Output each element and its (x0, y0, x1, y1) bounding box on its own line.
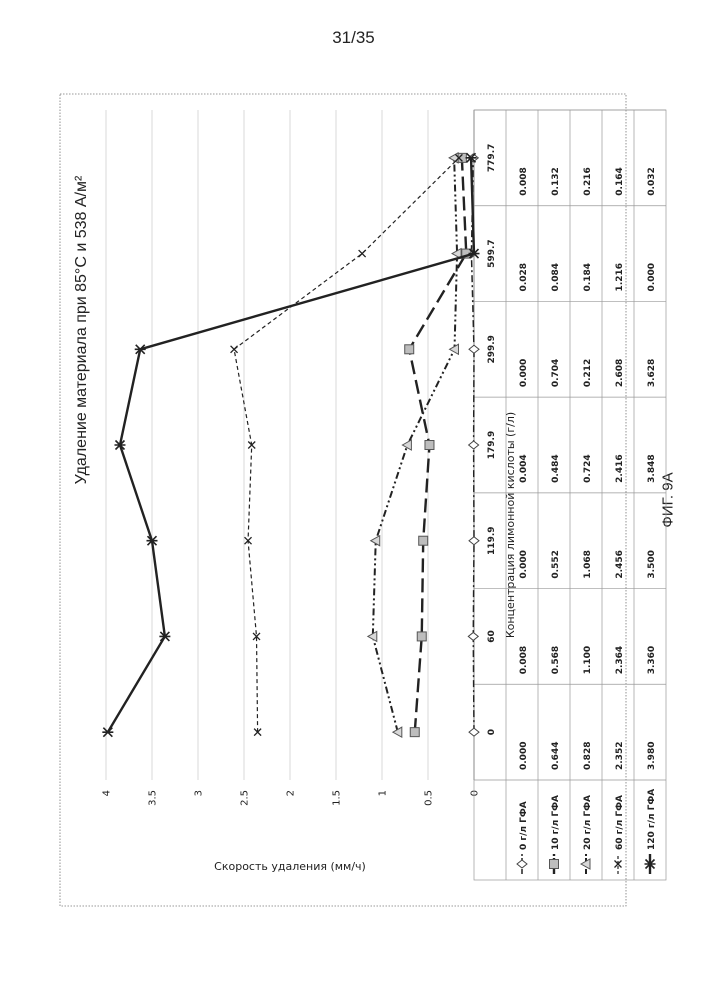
y-tick-label: 1 (378, 790, 389, 796)
data-table-cell: 2.364 (615, 646, 625, 674)
grid: 0 0.5 1 1.5 2 2.5 3 3.5 4 (102, 110, 481, 806)
data-table-cell: 0.084 (551, 263, 561, 291)
x-tick-label: 179.9 (487, 431, 497, 459)
x-tick-label: 299.9 (487, 335, 497, 363)
data-table-cell: 1.216 (615, 263, 625, 291)
data-table-cell: 0.552 (551, 550, 561, 578)
data-table-cell: 1.068 (583, 550, 593, 578)
chart-border (60, 94, 626, 906)
data-table-cell: 3.500 (647, 550, 657, 578)
series-marker-0 (468, 632, 478, 640)
series-line-120 (108, 158, 474, 732)
series-marker-20 (402, 440, 411, 450)
series-layer (102, 153, 479, 737)
data-table: 0 60 119.9 179.9 299.9 599.7 779.7 0 г/л ГФА 0.0… (474, 110, 666, 880)
data-table-cell: 0.008 (519, 167, 529, 195)
data-table-cell: 0.828 (583, 742, 593, 770)
data-table-cell: 0.644 (551, 742, 561, 770)
data-table-cell: 2.608 (615, 359, 625, 387)
data-table-cell: 0.008 (519, 646, 529, 674)
data-table-cell: 0.184 (583, 263, 593, 291)
series-marker-0 (469, 537, 479, 545)
y-tick-label: 4 (102, 790, 113, 796)
legend-key-marker (517, 860, 527, 868)
data-table-cell: 0.004 (519, 454, 529, 482)
chart-title: Удаление материала при 85°С и 538 А/м² (73, 175, 90, 484)
series-marker-120 (102, 728, 113, 737)
plot-area: 0 0.5 1 1.5 2 2.5 3 3.5 4 0 60 119.9 179.9 299.9 599.… (73, 110, 666, 880)
data-table-cell: 2.416 (615, 454, 625, 482)
x-tick-label: 119.9 (487, 526, 497, 554)
data-table-cell: 0.132 (551, 167, 561, 195)
series-marker-0 (469, 441, 479, 449)
data-table-cell: 0.216 (583, 167, 593, 195)
legend-label: 20 г/л ГФА (583, 795, 593, 850)
data-table-cell: 0.000 (519, 359, 529, 387)
legend-key-marker (550, 860, 559, 869)
data-table-cell: 3.848 (647, 454, 657, 482)
y-tick-label: 0 (470, 790, 481, 796)
y-tick-label: 3 (194, 790, 205, 796)
series-marker-10 (417, 632, 426, 641)
data-table-cell: 0.000 (519, 742, 529, 770)
legend-label: 120 г/л ГФА (647, 789, 657, 850)
data-table-cell: 1.100 (583, 646, 593, 674)
data-table-cell: 0.000 (647, 263, 657, 291)
series-marker-10 (410, 728, 419, 737)
data-table-cell: 2.352 (615, 742, 625, 770)
x-tick-label: 599.7 (487, 239, 497, 267)
series-line-10 (409, 158, 466, 732)
data-table-cell: 3.360 (647, 646, 657, 674)
x-tick-label: 0 (487, 729, 497, 735)
x-tick-label: 779.7 (487, 144, 497, 172)
series-marker-10 (419, 536, 428, 545)
x-tick-label: 60 (487, 630, 497, 643)
y-tick-label: 2 (286, 790, 297, 796)
data-table-cell: 0.164 (615, 167, 625, 195)
data-table-cell: 0.484 (551, 454, 561, 482)
legend-label: 0 г/л ГФА (519, 801, 529, 850)
series-marker-10 (425, 441, 434, 450)
y-axis-title: Скорость удаления (мм/ч) (214, 860, 366, 873)
data-table-cell: 0.568 (551, 646, 561, 674)
series-line-20 (373, 158, 457, 732)
series-marker-60 (359, 250, 366, 257)
data-table-cell: 0.032 (647, 167, 657, 195)
series-marker-0 (469, 345, 479, 353)
series-marker-0 (469, 728, 479, 736)
data-table-cell: 0.212 (583, 359, 593, 387)
legend-label: 10 г/л ГФА (551, 795, 561, 850)
data-table-cell: 0.028 (519, 263, 529, 291)
series-marker-60 (231, 346, 238, 353)
y-tick-label: 2.5 (240, 790, 251, 806)
y-tick-label: 0.5 (424, 790, 435, 806)
series-marker-10 (405, 345, 414, 354)
data-table-cell: 0.704 (551, 359, 561, 387)
data-table-cell: 3.628 (647, 359, 657, 387)
legend-label: 60 г/л ГФА (615, 795, 625, 850)
x-axis-title: Концентрация лимонной кислоты (г/л) (504, 412, 517, 638)
data-table-cell: 0.724 (583, 454, 593, 482)
data-table-cell: 3.980 (647, 742, 657, 770)
data-table-cell: 0.000 (519, 550, 529, 578)
data-table-cell: 2.456 (615, 550, 625, 578)
y-tick-label: 1.5 (332, 790, 343, 806)
y-tick-label: 3.5 (148, 790, 159, 806)
